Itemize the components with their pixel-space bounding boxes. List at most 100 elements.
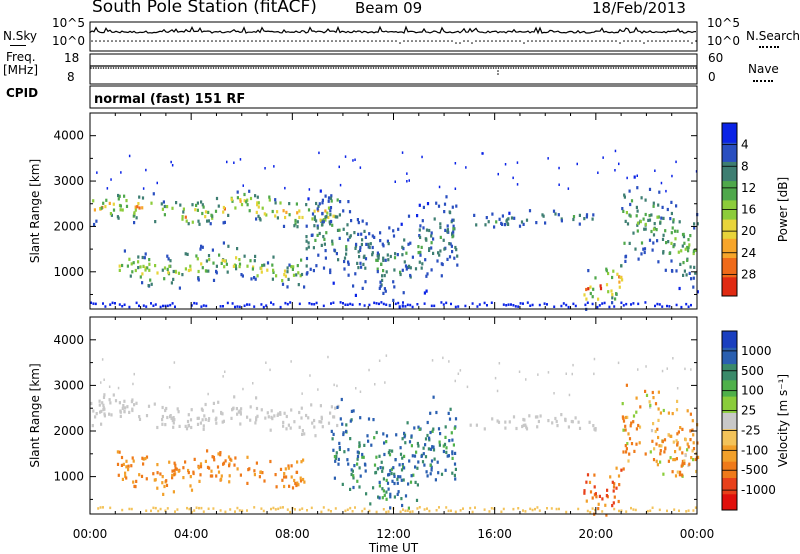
data-cell: [585, 213, 589, 217]
data-cell: [166, 267, 169, 271]
data-cell: [692, 433, 695, 437]
data-cell: [119, 414, 122, 418]
data-cell: [103, 412, 106, 416]
data-cell: [620, 468, 623, 472]
nave-dot: [642, 67, 645, 69]
data-cell: [100, 409, 103, 413]
nsearch-dot: [427, 40, 429, 42]
nsearch-dot: [91, 40, 93, 42]
data-cell: [222, 241, 225, 245]
data-cell: [322, 266, 326, 270]
data-cell: [666, 367, 668, 370]
nave-dot: [237, 67, 240, 69]
data-cell: [613, 495, 616, 499]
data-cell: [283, 484, 286, 489]
data-cell: [168, 264, 171, 268]
data-cell: [354, 506, 356, 509]
data-cell: [364, 266, 367, 270]
nave-dot: [662, 67, 665, 69]
data-cell: [316, 233, 319, 237]
data-cell: [691, 419, 694, 423]
data-cell: [687, 509, 690, 512]
data-cell: [320, 510, 323, 514]
data-cell: [182, 210, 185, 214]
data-cell: [670, 211, 673, 216]
power-colorbar-tick-label: 20: [741, 224, 756, 238]
data-cell: [385, 303, 388, 306]
data-cell: [473, 213, 476, 217]
data-cell: [222, 305, 224, 308]
data-cell: [686, 448, 689, 452]
data-cell: [318, 231, 321, 236]
data-cell: [300, 416, 303, 420]
data-cell: [325, 215, 328, 219]
data-cell: [671, 470, 674, 474]
data-cell: [474, 506, 476, 509]
data-cell: [187, 424, 190, 428]
nave-dot: [482, 67, 485, 69]
data-cell: [196, 257, 199, 261]
data-cell: [442, 303, 445, 306]
nsearch-dot: [263, 40, 265, 42]
data-cell: [189, 475, 192, 479]
data-cell: [355, 387, 357, 390]
data-cell: [239, 410, 242, 414]
data-cell: [620, 301, 623, 304]
data-cell: [482, 152, 484, 155]
data-cell: [294, 222, 297, 226]
data-cell: [648, 187, 652, 191]
nsearch-dot: [319, 40, 321, 42]
data-cell: [408, 440, 412, 444]
data-cell: [123, 249, 126, 253]
data-cell: [670, 231, 673, 235]
data-cell: [446, 224, 449, 228]
data-cell: [290, 265, 293, 269]
data-cell: [248, 467, 251, 471]
data-cell: [127, 464, 130, 468]
nave-dot: [557, 67, 560, 69]
data-cell: [307, 241, 310, 245]
data-cell: [321, 201, 324, 205]
data-cell: [452, 224, 455, 228]
data-cell: [652, 233, 656, 237]
data-cell: [204, 210, 208, 214]
data-cell: [429, 472, 432, 476]
data-cell: [577, 420, 580, 424]
data-cell: [585, 297, 588, 301]
data-cell: [630, 421, 633, 425]
data-cell: [567, 305, 570, 309]
data-cell: [426, 474, 429, 478]
data-cell: [279, 506, 282, 509]
data-cell: [614, 169, 616, 172]
data-cell: [680, 464, 683, 468]
data-cell: [491, 417, 494, 421]
data-cell: [347, 273, 350, 277]
data-cell: [236, 305, 239, 308]
data-cell: [659, 460, 662, 464]
data-cell: [682, 261, 685, 265]
data-cell: [454, 379, 456, 383]
nsearch-dot: [647, 40, 649, 42]
beam-label: Beam 09: [355, 0, 423, 17]
data-cell: [620, 264, 623, 268]
nave-dot: [355, 67, 357, 69]
data-cell: [428, 509, 431, 513]
data-cell: [408, 179, 410, 182]
data-cell: [401, 456, 404, 460]
data-cell: [223, 220, 226, 224]
data-cell: [300, 460, 303, 464]
nave-dot: [552, 67, 555, 69]
data-cell: [305, 272, 308, 276]
nsearch-dot: [503, 40, 505, 42]
power-colorbar-segment: [722, 180, 737, 201]
data-cell: [435, 201, 438, 205]
data-cell: [189, 418, 193, 422]
data-cell: [358, 485, 361, 489]
data-cell: [457, 305, 460, 308]
nsearch-dot: [443, 40, 445, 42]
data-cell: [670, 259, 673, 263]
nsearch-dot: [691, 42, 693, 44]
data-cell: [333, 383, 335, 387]
data-cell: [417, 245, 420, 249]
data-cell: [367, 417, 371, 421]
